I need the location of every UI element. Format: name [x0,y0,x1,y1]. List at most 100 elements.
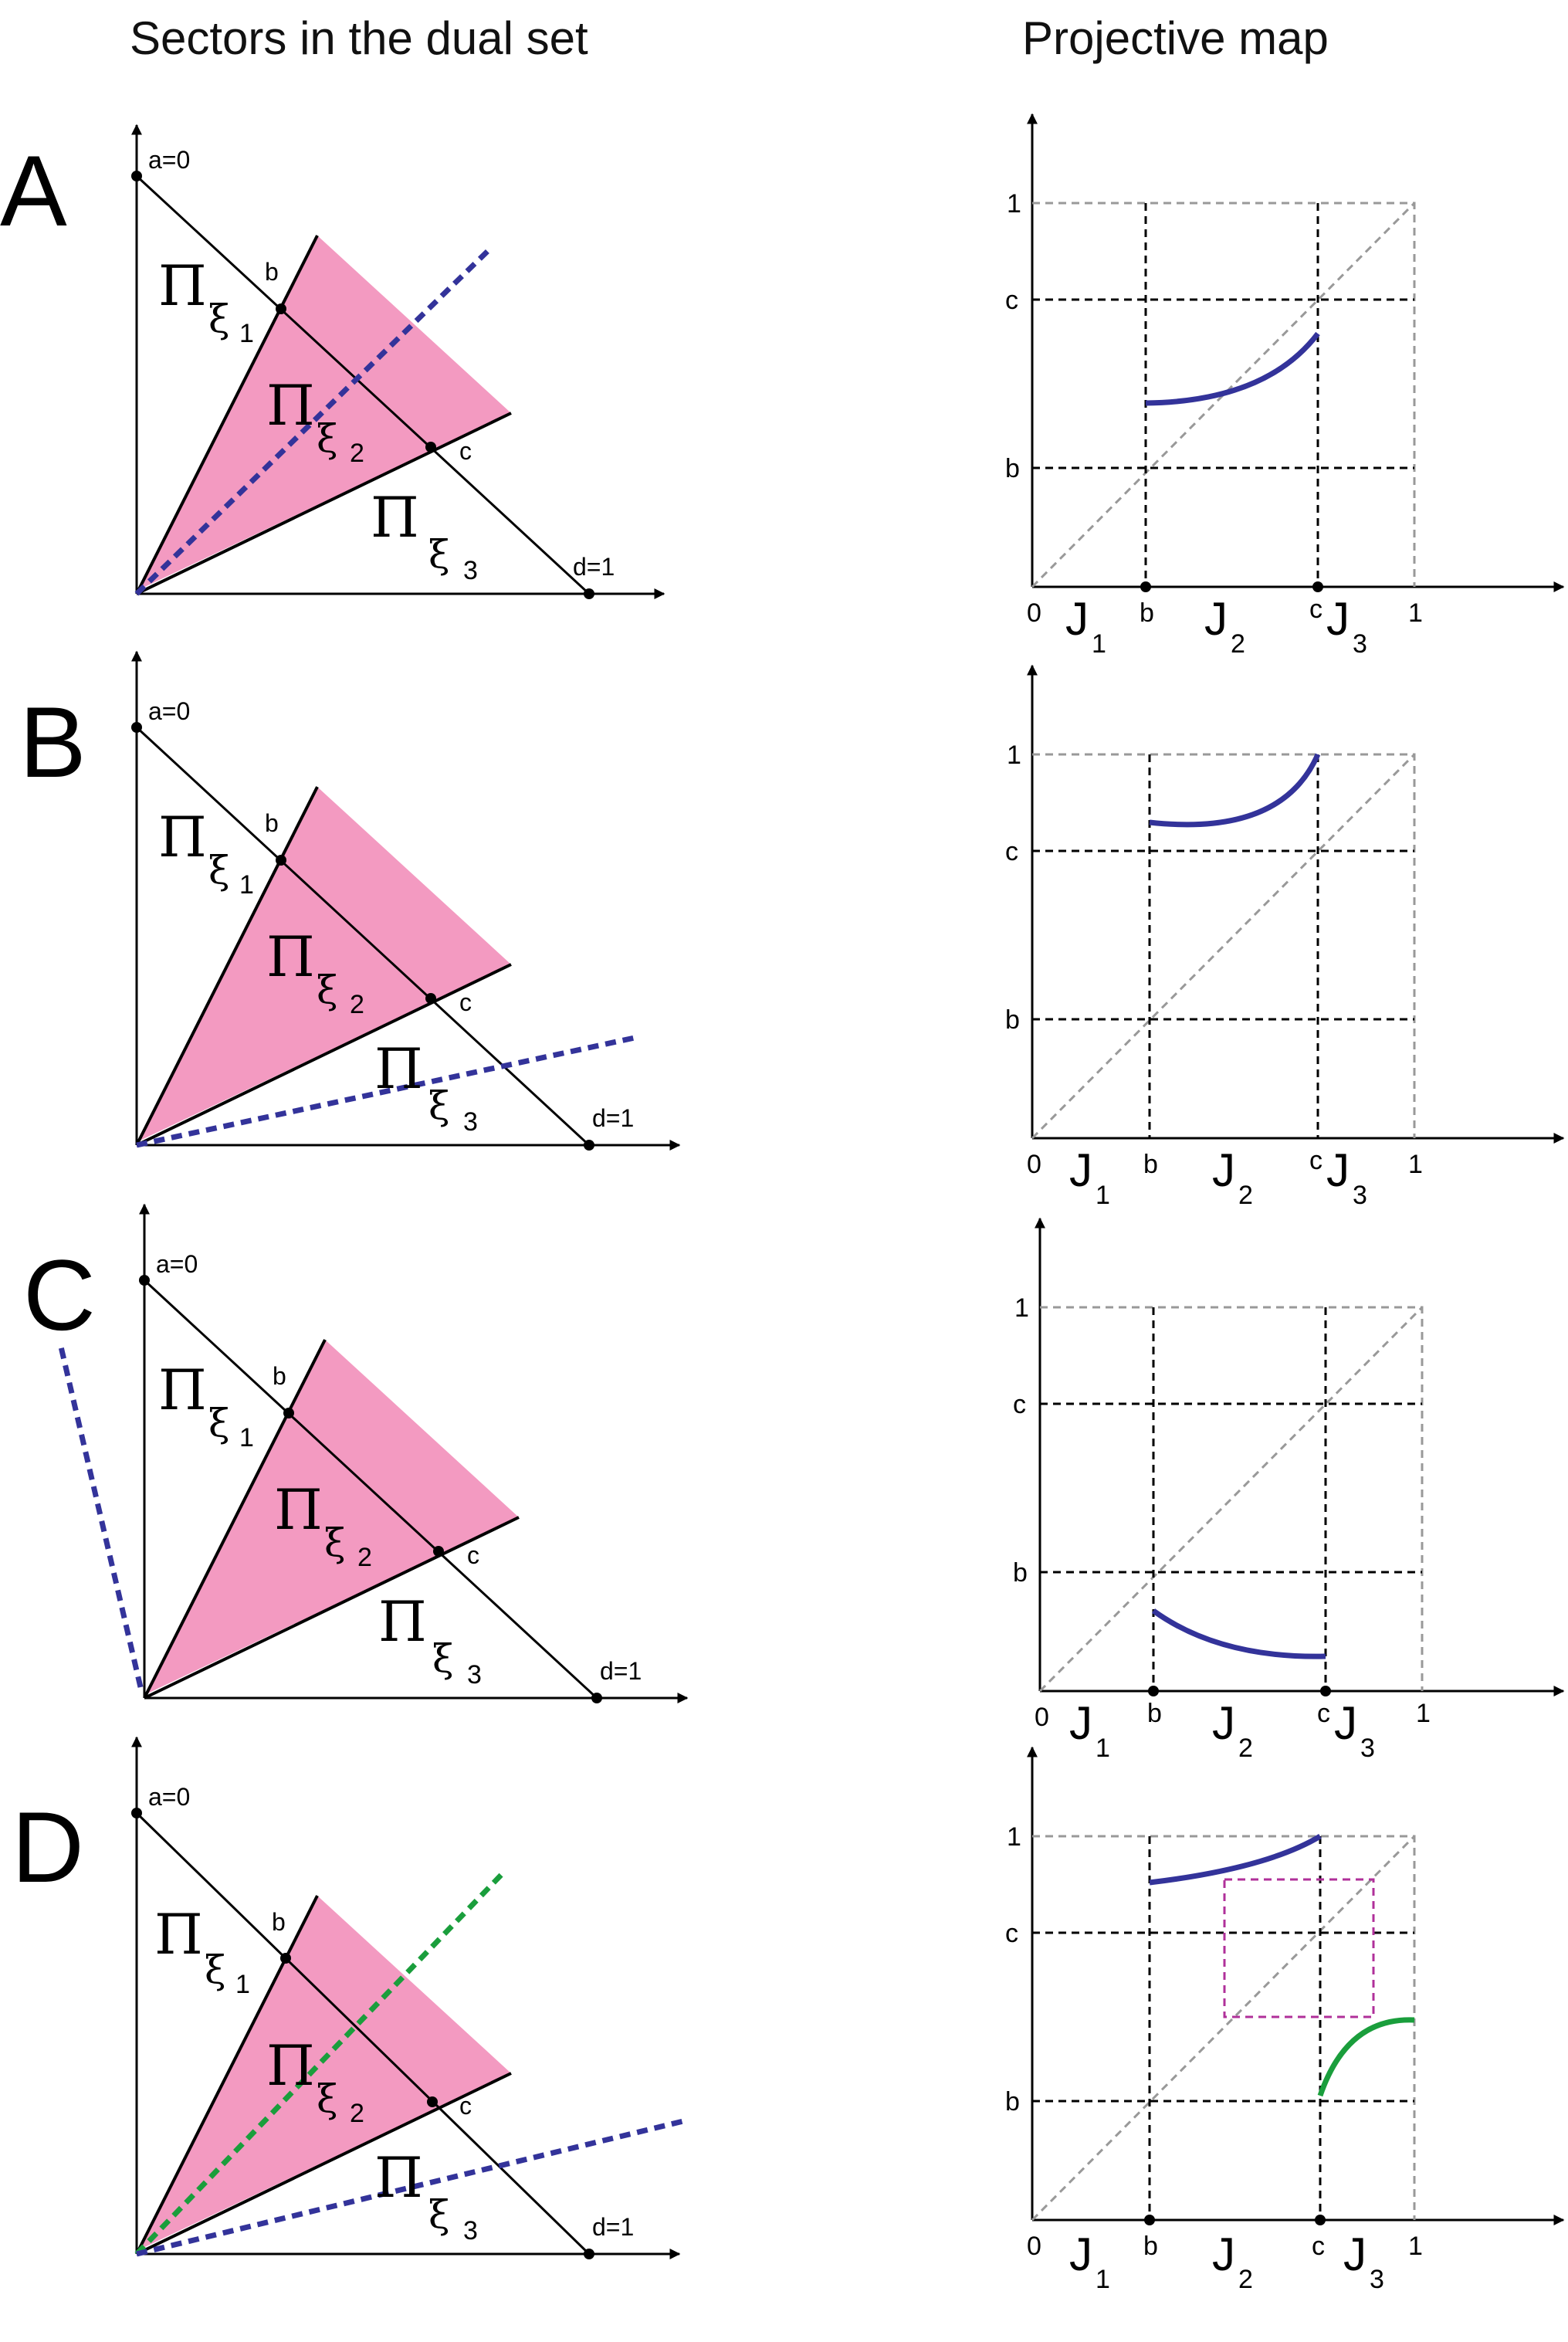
label-pi-2: Π [274,1477,323,1542]
dashed-line-blue [136,1035,635,1148]
dual-set-diagram: a=0 b c d=1 Π ξ 1 Π ξ 2 Π ξ 3 [131,650,681,1151]
projective-map: 1 c b 0 b c 1 J 1 J 2 J 3 [1005,113,1565,659]
simplex-line [135,726,591,1147]
label-xi-3: ξ [428,1083,450,1128]
label-a: a=0 [148,1783,190,1811]
label-J3-sub: 3 [1360,1734,1375,1763]
label-sub-3: 3 [463,2216,478,2245]
label-sub-1: 1 [235,1970,250,1999]
simplex-line [135,175,591,595]
panel-b: B a=0 b c d=1 Π ξ 1 Π ξ 2 Π ξ 3 [19,650,1565,1210]
y-tick-b: b [1005,1005,1020,1035]
label-J1-sub: 1 [1096,1181,1110,1210]
label-b: b [265,809,279,837]
label-J2-sub: 2 [1231,629,1245,659]
sector-boundary-c [136,963,512,1147]
label-c: c [459,988,472,1016]
y-tick-1: 1 [1007,1822,1021,1852]
diagonal [1031,1835,1416,2222]
tick-c [1320,1686,1331,1696]
y-tick-c: c [1005,286,1018,315]
point-b [280,1953,291,1964]
panel-letter-d: D [12,1791,84,1903]
label-J2: J [1212,1144,1235,1196]
y-tick-1: 1 [1014,1293,1029,1323]
map-curve-j2 [1151,1608,1326,1659]
label-d: d=1 [592,1104,634,1132]
point-d [584,2249,594,2259]
simplex-line [135,1812,591,2256]
label-J1: J [1069,1144,1092,1196]
label-J1-sub: 1 [1092,629,1106,659]
label-b: b [265,258,279,286]
y-tick-c: c [1013,1390,1026,1419]
sector-boundary-c [144,1516,520,1700]
tick-c [1312,581,1323,592]
label-J3-sub: 3 [1370,2265,1384,2294]
label-J3: J [1343,2228,1366,2280]
label-pi-3: Π [374,2145,423,2210]
x-tick-b: b [1147,1699,1162,1728]
label-c: c [459,2092,472,2120]
label-J1: J [1065,593,1089,645]
label-sub-3: 3 [463,556,478,585]
y-tick-1: 1 [1007,741,1021,770]
label-pi-2: Π [266,373,315,438]
label-pi-3: Π [374,1036,423,1101]
tick-c [1315,2215,1326,2225]
label-J1: J [1069,1697,1092,1749]
x-tick-c: c [1309,595,1322,624]
panel-letter-b: B [19,686,86,798]
panel-a: A a=0 b c d=1 Π ξ 1 Π ξ 2 Π ξ 3 [0,113,1565,659]
x-tick-0: 0 [1027,598,1041,628]
label-d: d=1 [600,1657,642,1685]
label-J1-sub: 1 [1096,1734,1110,1763]
x-tick-1: 1 [1408,598,1423,628]
y-tick-b: b [1005,2087,1020,2117]
period-two-box [1223,1878,1375,2018]
panel-d: D a=0 b c d=1 Π ξ 1 Π ξ 2 Π ξ 3 [12,1736,1565,2294]
label-J3: J [1326,1144,1350,1196]
header-projective-title: Projective map [1022,12,1329,64]
label-pi-1: Π [158,253,207,318]
label-xi-3: ξ [432,1636,454,1681]
label-a: a=0 [148,146,190,174]
sector-boundary-b [143,1339,327,1699]
point-c [425,993,436,1004]
label-sub-1: 1 [239,870,254,900]
label-xi-2: ξ [317,416,338,461]
projective-map: 1 c b 0 b c 1 J 1 J 2 J 3 [1005,1746,1565,2294]
sector-boundary-c [136,2072,512,2256]
panel-letter-c: C [23,1239,96,1351]
point-c [427,2096,438,2107]
point-a [139,1275,150,1286]
diagonal [1031,753,1416,1140]
label-c: c [467,1541,479,1569]
x-tick-c: c [1312,2232,1325,2261]
y-tick-b: b [1005,454,1020,483]
label-sub-2: 2 [357,1543,372,1572]
projective-map: 1 c b 0 b c 1 J 1 J 2 J 3 [1005,664,1565,1210]
dashed-line-blue [57,1343,144,1688]
label-xi-3: ξ [428,532,450,577]
sector-boundary-b [135,786,319,1146]
label-sub-3: 3 [463,1107,478,1137]
y-tick-c: c [1005,1919,1018,1948]
map-curve-j3 [1317,2017,1415,2097]
y-tick-b: b [1013,1558,1028,1588]
sector-pi-xi-2 [144,1340,519,1695]
label-xi-2: ξ [324,1520,346,1565]
label-xi-1: ξ [208,297,230,341]
label-xi-3: ξ [428,2192,450,2237]
label-d: d=1 [573,553,615,581]
x-tick-b: b [1143,2232,1158,2261]
dual-set-diagram: a=0 b c d=1 Π ξ 1 Π ξ 2 Π ξ 3 [57,1203,689,1703]
y-tick-c: c [1005,837,1018,866]
label-xi-1: ξ [205,1947,226,1992]
x-tick-0: 0 [1027,1150,1041,1179]
label-pi-1: Π [158,1357,207,1422]
point-d [584,1140,594,1151]
label-pi-1: Π [158,805,207,869]
label-sub-3: 3 [467,1660,482,1690]
